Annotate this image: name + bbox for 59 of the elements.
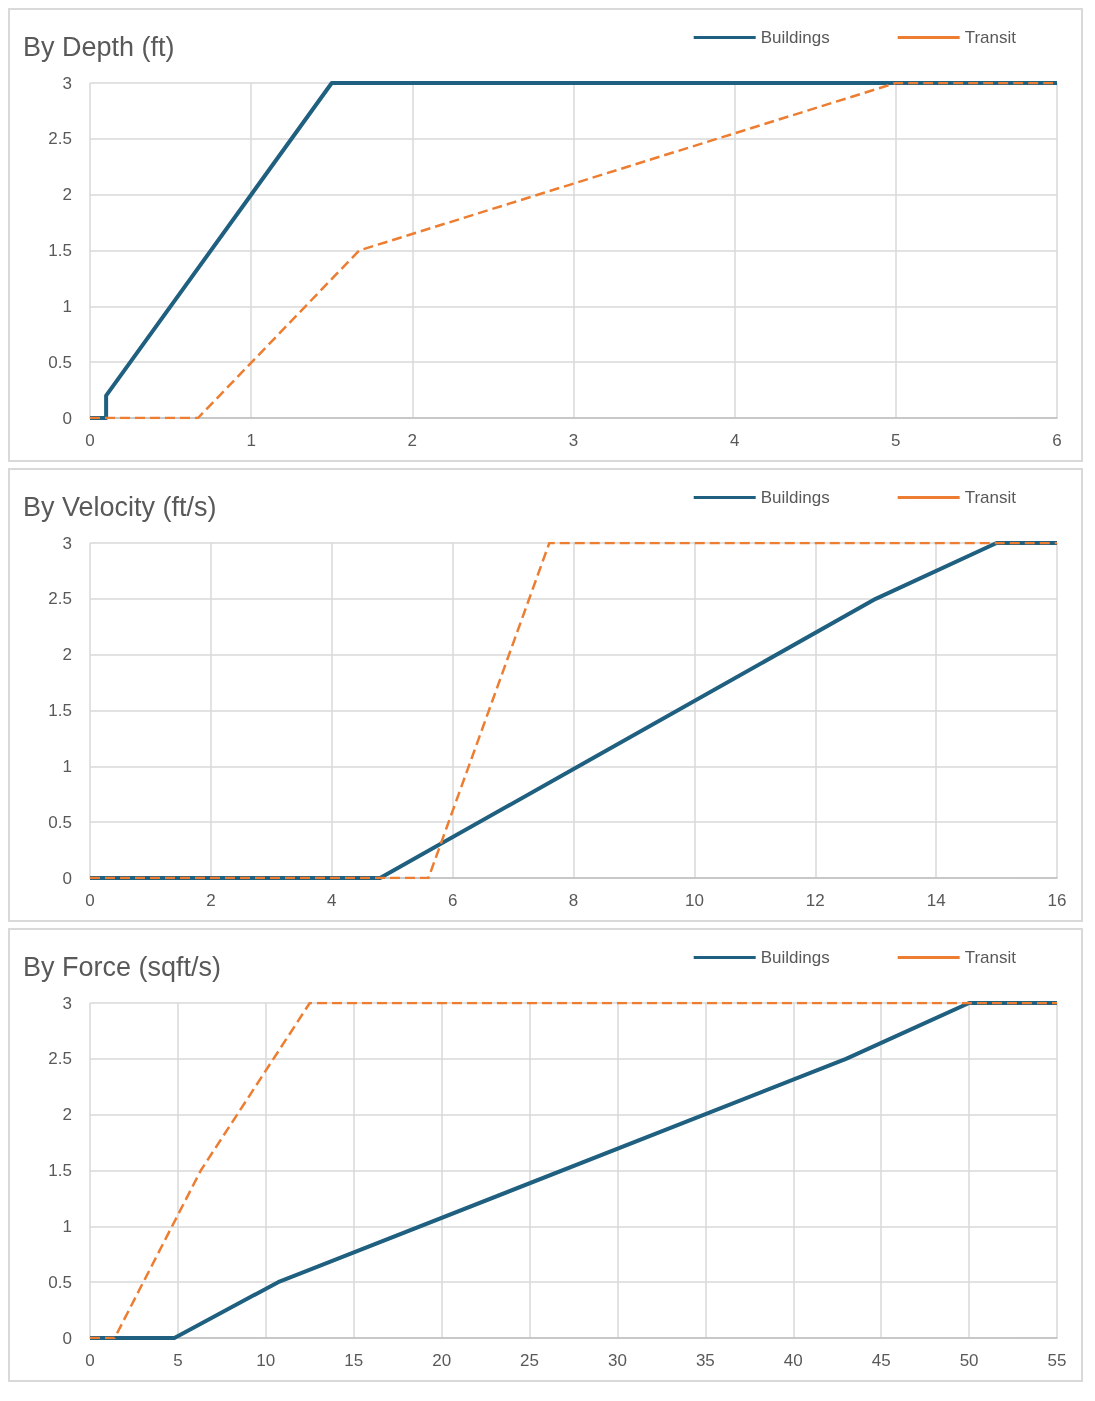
x-tick-label: 12 xyxy=(805,891,825,910)
x-tick-label: 2 xyxy=(407,431,418,450)
y-tick-label: 0.5 xyxy=(48,1272,72,1292)
chart-title: By Velocity (ft/s) xyxy=(23,491,217,522)
legend-label: Transit xyxy=(964,488,1017,507)
x-tick-label: 2 xyxy=(206,891,216,910)
x-tick-label: 5 xyxy=(173,1351,183,1370)
y-tick-label: 0 xyxy=(62,408,72,428)
x-tick-label: 8 xyxy=(568,891,579,910)
chart-title: By Depth (ft) xyxy=(23,31,175,62)
x-tick-label: 4 xyxy=(327,891,337,910)
y-tick-label: 1 xyxy=(62,756,72,776)
x-tick-label: 25 xyxy=(520,1351,540,1370)
y-tick-label: 0 xyxy=(62,868,72,888)
x-tick-label: 4 xyxy=(729,431,740,450)
y-tick-label: 2 xyxy=(62,185,72,205)
y-tick-label: 1 xyxy=(62,296,72,316)
x-tick-label: 16 xyxy=(1047,891,1067,910)
x-tick-label: 0 xyxy=(85,1351,95,1370)
x-tick-label: 15 xyxy=(344,1351,364,1370)
x-tick-label: 10 xyxy=(684,891,704,910)
y-tick-label: 1 xyxy=(62,1216,72,1236)
chart-title: By Force (sqft/s) xyxy=(23,951,222,982)
x-tick-label: 6 xyxy=(1052,431,1062,450)
x-tick-label: 30 xyxy=(607,1351,627,1370)
y-tick-label: 1.5 xyxy=(48,241,72,260)
y-tick-label: 3 xyxy=(62,533,72,553)
y-tick-label: 3 xyxy=(62,993,72,1013)
x-tick-label: 40 xyxy=(783,1351,803,1370)
x-tick-label: 20 xyxy=(432,1351,452,1370)
y-tick-label: 1.5 xyxy=(48,701,72,720)
x-tick-label: 1 xyxy=(246,431,256,450)
y-tick-label: 3 xyxy=(62,73,72,93)
legend-label: Transit xyxy=(964,948,1017,967)
x-tick-label: 3 xyxy=(568,431,579,450)
x-tick-label: 45 xyxy=(871,1351,891,1370)
y-tick-label: 0.5 xyxy=(48,812,72,832)
line-series xyxy=(88,1001,1059,1340)
x-tick-label: 35 xyxy=(695,1351,715,1370)
y-tick-label: 2.5 xyxy=(48,589,72,609)
legend-label: Buildings xyxy=(760,948,830,967)
y-tick-label: 0 xyxy=(62,1328,72,1348)
x-tick-label: 14 xyxy=(926,891,946,910)
x-tick-label: 0 xyxy=(85,431,95,450)
x-tick-label: 50 xyxy=(959,1351,979,1370)
y-tick-label: 2 xyxy=(62,645,72,665)
legend-label: Transit xyxy=(964,28,1017,47)
legend-label: Buildings xyxy=(760,28,830,47)
y-tick-label: 2 xyxy=(62,1105,72,1125)
x-tick-label: 6 xyxy=(447,891,458,910)
x-tick-label: 55 xyxy=(1047,1351,1067,1370)
x-tick-label: 5 xyxy=(891,431,901,450)
y-tick-label: 2.5 xyxy=(48,129,72,149)
x-tick-label: 0 xyxy=(85,891,95,910)
legend-label: Buildings xyxy=(760,488,830,507)
y-tick-label: 2.5 xyxy=(48,1049,72,1069)
y-tick-label: 0.5 xyxy=(48,352,72,372)
y-tick-label: 1.5 xyxy=(48,1161,72,1180)
x-tick-label: 10 xyxy=(256,1351,276,1370)
